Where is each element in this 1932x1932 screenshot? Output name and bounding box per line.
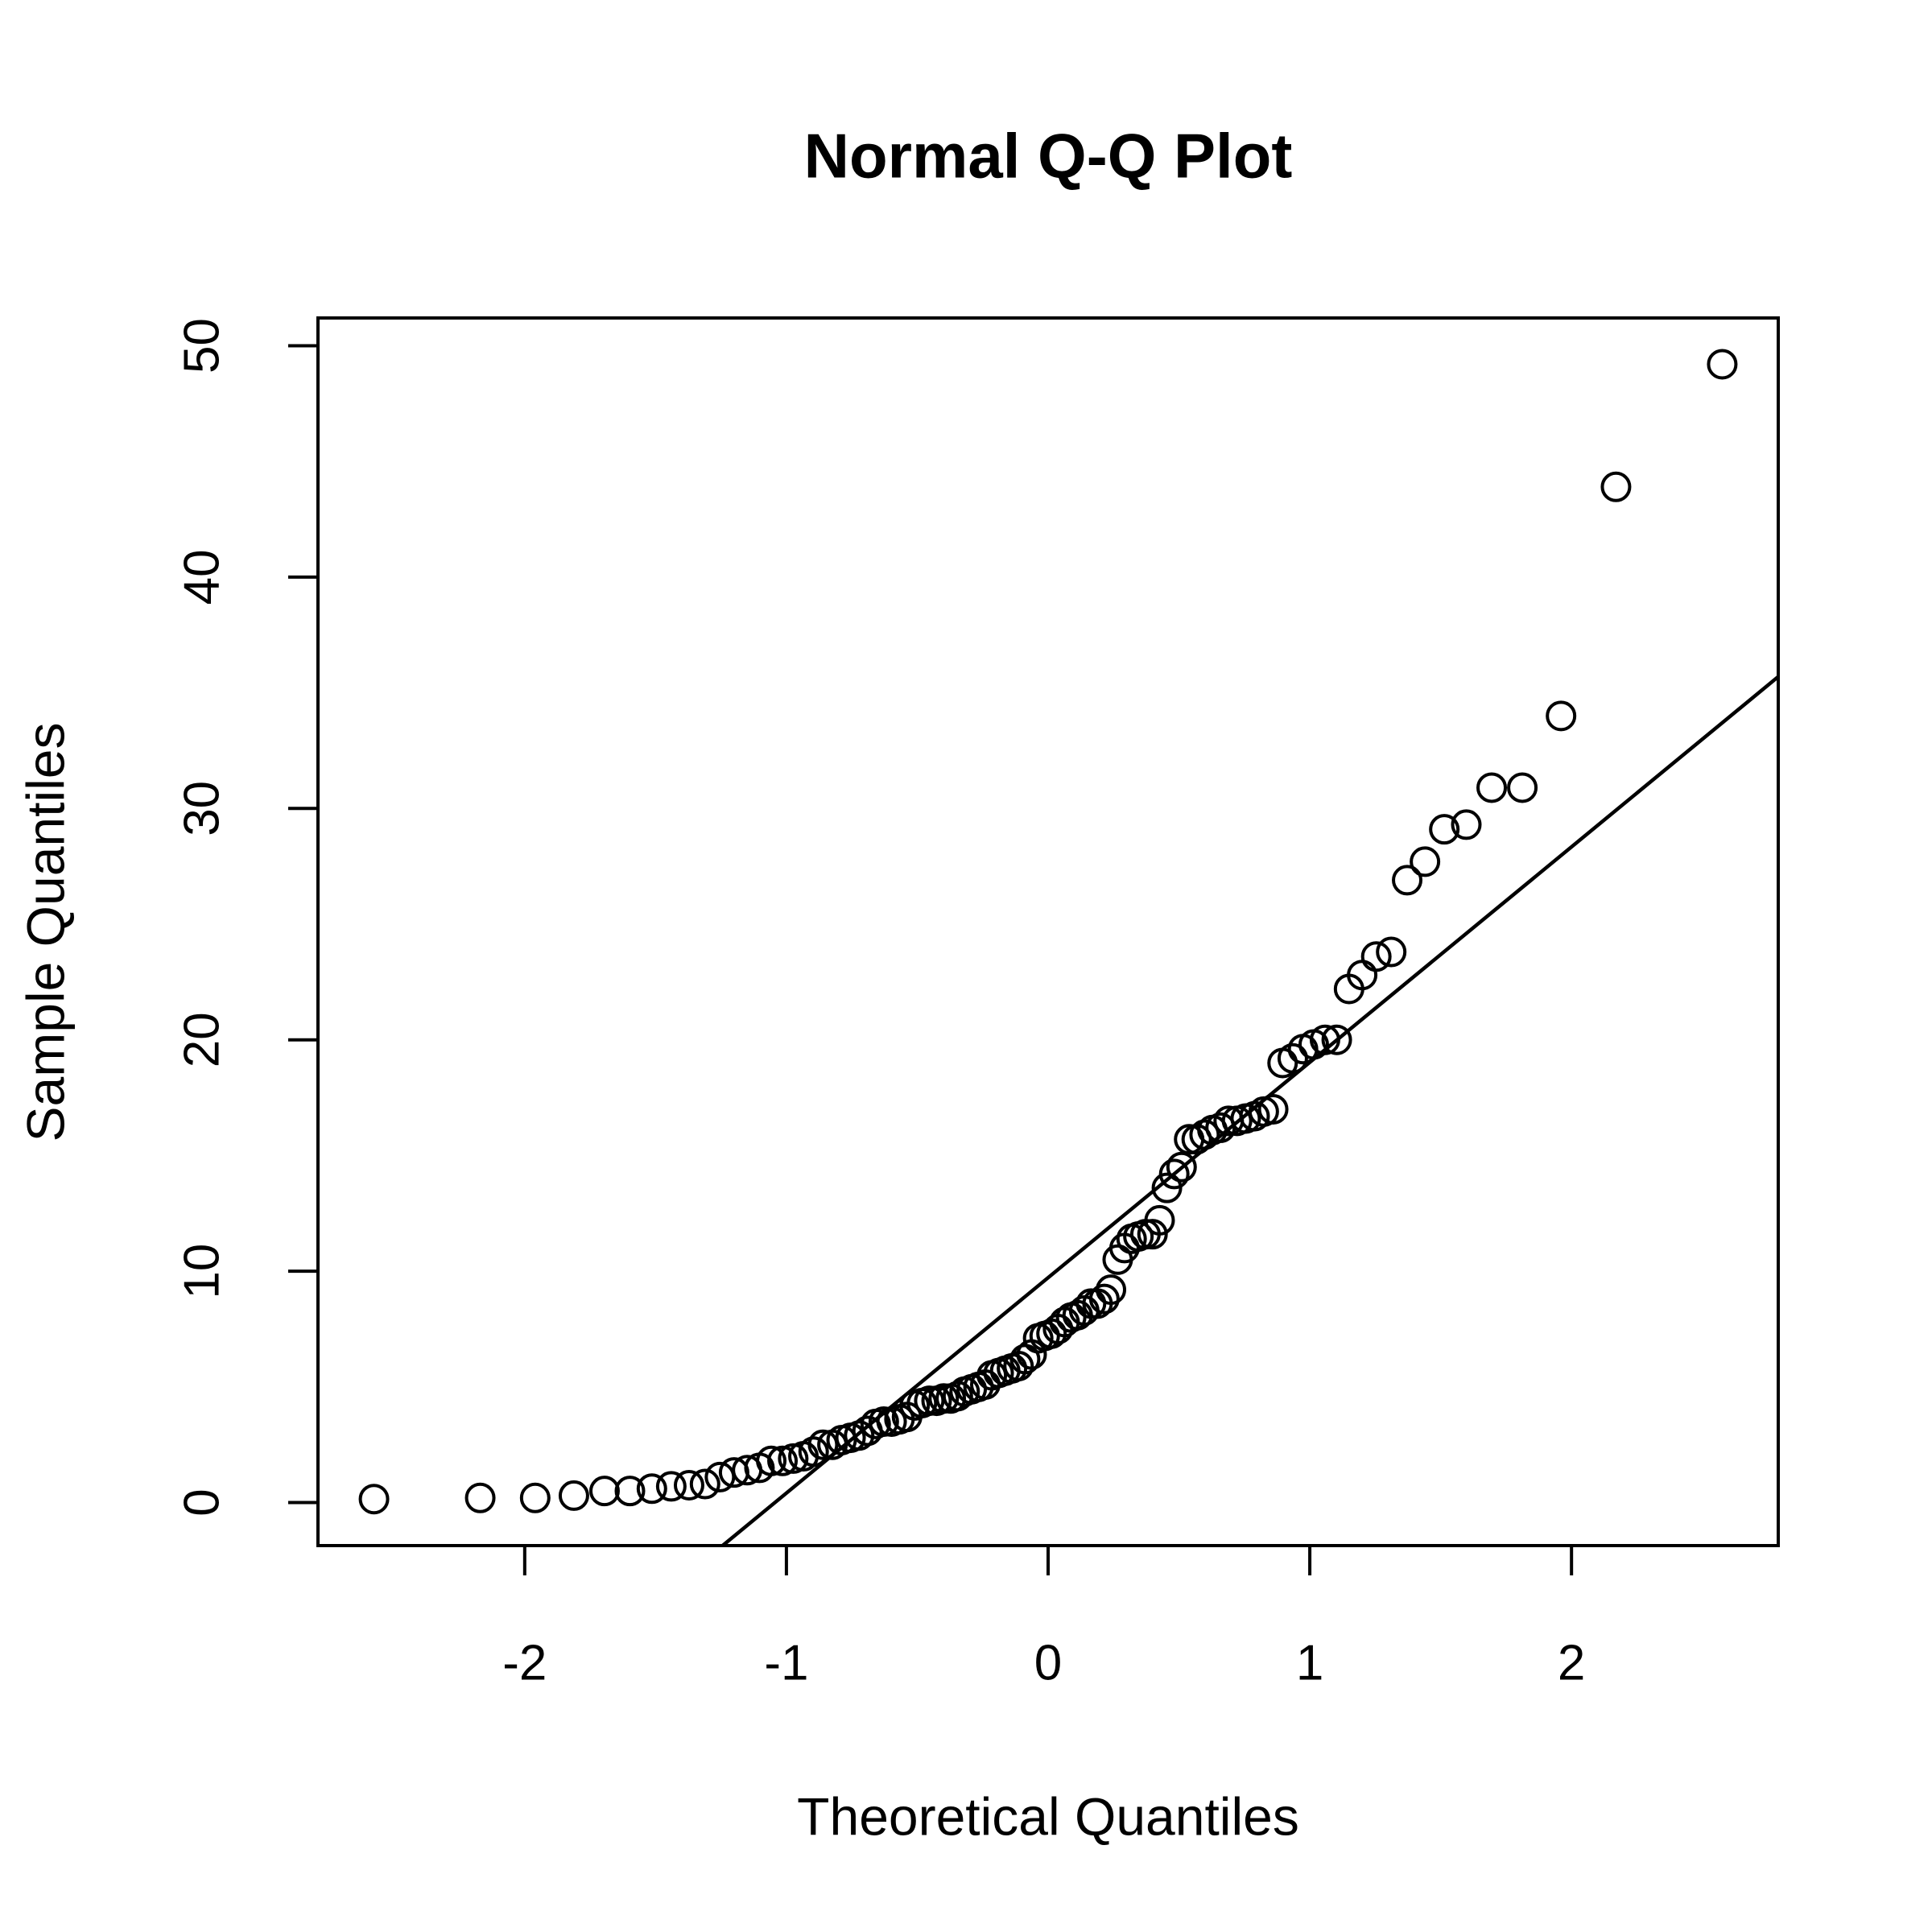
point [1546, 700, 1577, 732]
point [928, 1383, 960, 1414]
point [914, 1385, 945, 1417]
plot-area [358, 349, 1778, 1546]
point [519, 1482, 551, 1513]
y-tick-label: 40 [174, 549, 229, 605]
reference-line [720, 675, 1778, 1546]
x-tick-label: 2 [1558, 1635, 1585, 1690]
point [655, 1471, 687, 1502]
point [673, 1469, 704, 1501]
point [1181, 1124, 1212, 1155]
point [1476, 772, 1508, 803]
point [1507, 772, 1538, 803]
chart-title: Normal Q-Q Plot [804, 121, 1293, 192]
point [1144, 1204, 1175, 1236]
point [1277, 1042, 1308, 1074]
point [1309, 1024, 1340, 1055]
point [689, 1468, 720, 1500]
y-tick-label: 20 [174, 1012, 229, 1067]
point [614, 1476, 646, 1507]
point [1088, 1283, 1120, 1315]
point [588, 1476, 620, 1507]
point [558, 1480, 589, 1511]
x-tick-label: 1 [1296, 1635, 1323, 1690]
y-tick-label: 30 [174, 781, 229, 836]
point [358, 1484, 390, 1515]
y-tick-label: 50 [174, 318, 229, 374]
y-tick-label: 10 [174, 1244, 229, 1299]
x-tick-label: 0 [1034, 1635, 1062, 1690]
point [1096, 1274, 1127, 1306]
point [942, 1381, 973, 1412]
point [464, 1482, 496, 1513]
point [1158, 1158, 1190, 1190]
y-tick-label: 0 [174, 1488, 229, 1516]
point [798, 1436, 829, 1468]
point [1189, 1119, 1220, 1150]
x-tick-label: -2 [502, 1635, 547, 1690]
point [868, 1406, 899, 1437]
point [807, 1429, 839, 1460]
point [1429, 814, 1460, 845]
point [1321, 1024, 1352, 1055]
point [1360, 941, 1392, 972]
point [1451, 809, 1482, 840]
x-tick-label: -1 [764, 1635, 808, 1690]
point [767, 1445, 799, 1476]
point [1707, 349, 1738, 380]
point [1376, 936, 1407, 968]
point [636, 1473, 667, 1505]
point [1392, 865, 1423, 896]
y-axis-label: Sample Quantiles [15, 723, 75, 1142]
point [1137, 1219, 1168, 1250]
point [756, 1445, 787, 1476]
point [1257, 1093, 1289, 1125]
x-axis-label: Theoretical Quantiles [797, 1786, 1299, 1846]
point [1410, 846, 1441, 877]
point [1600, 471, 1632, 502]
plot-frame [316, 316, 1780, 1547]
point [1166, 1151, 1197, 1183]
